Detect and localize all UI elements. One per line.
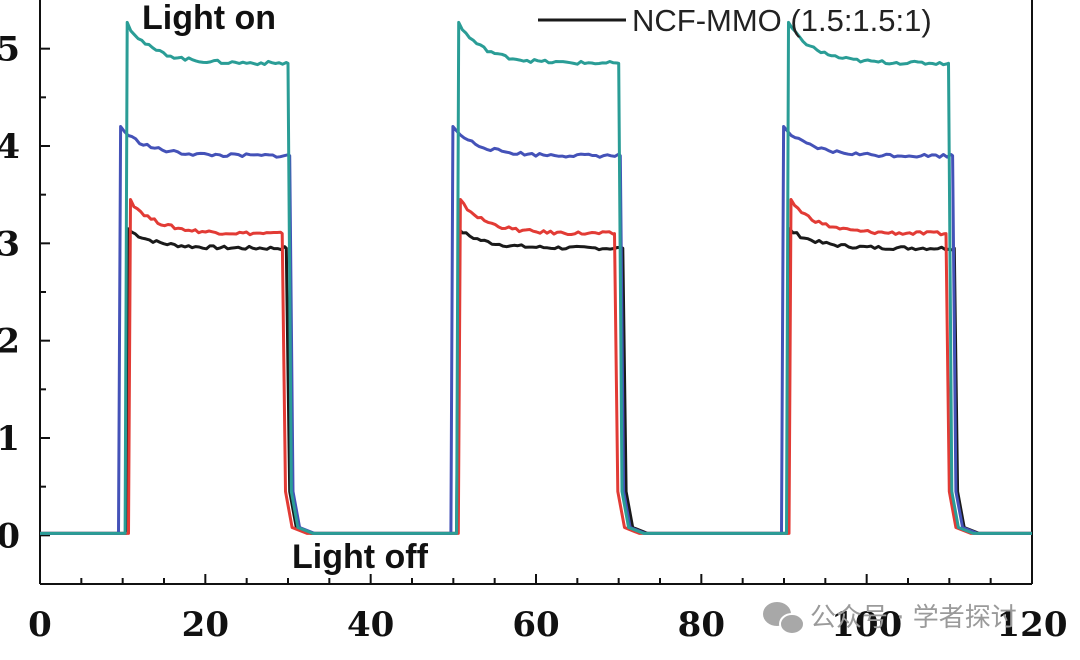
x-tick-label: 100 [831, 605, 902, 645]
x-tick-label: 40 [347, 605, 394, 645]
y-tick-label: 3 [0, 224, 20, 264]
series-line-4 [40, 20, 1032, 535]
axes: 0 1 2 3 4 5 0 20 40 60 80 100 120 [0, 0, 1067, 645]
series-line-2 [40, 198, 1032, 535]
light-on-annotation: Light on [142, 0, 276, 37]
x-tick-label: 20 [182, 605, 229, 645]
y-tick-label: 1 [0, 419, 20, 459]
y-tick-label: 0 [0, 516, 20, 556]
series-line-3 [40, 125, 1032, 535]
x-tick-label: 0 [28, 605, 52, 645]
light-off-annotation: Light off [292, 538, 429, 576]
x-tick-label: 60 [512, 605, 559, 645]
series-line-1 [40, 227, 1032, 535]
legend-label: NCF-MMO (1.5:1.5:1) [632, 3, 932, 38]
watermark: 公众号 · 学者探讨 [763, 602, 1017, 635]
y-tick-label: 2 [0, 322, 20, 362]
watermark-text: 公众号 · 学者探讨 [810, 603, 1017, 633]
y-tick-label: 4 [0, 127, 20, 167]
legend: NCF-MMO (1.5:1.5:1) [538, 3, 932, 38]
y-tick-label: 5 [0, 30, 20, 70]
x-tick-label: 120 [997, 605, 1068, 645]
series-group [40, 20, 1032, 535]
wechat-icon [763, 602, 805, 635]
x-tick-label: 80 [678, 605, 725, 645]
